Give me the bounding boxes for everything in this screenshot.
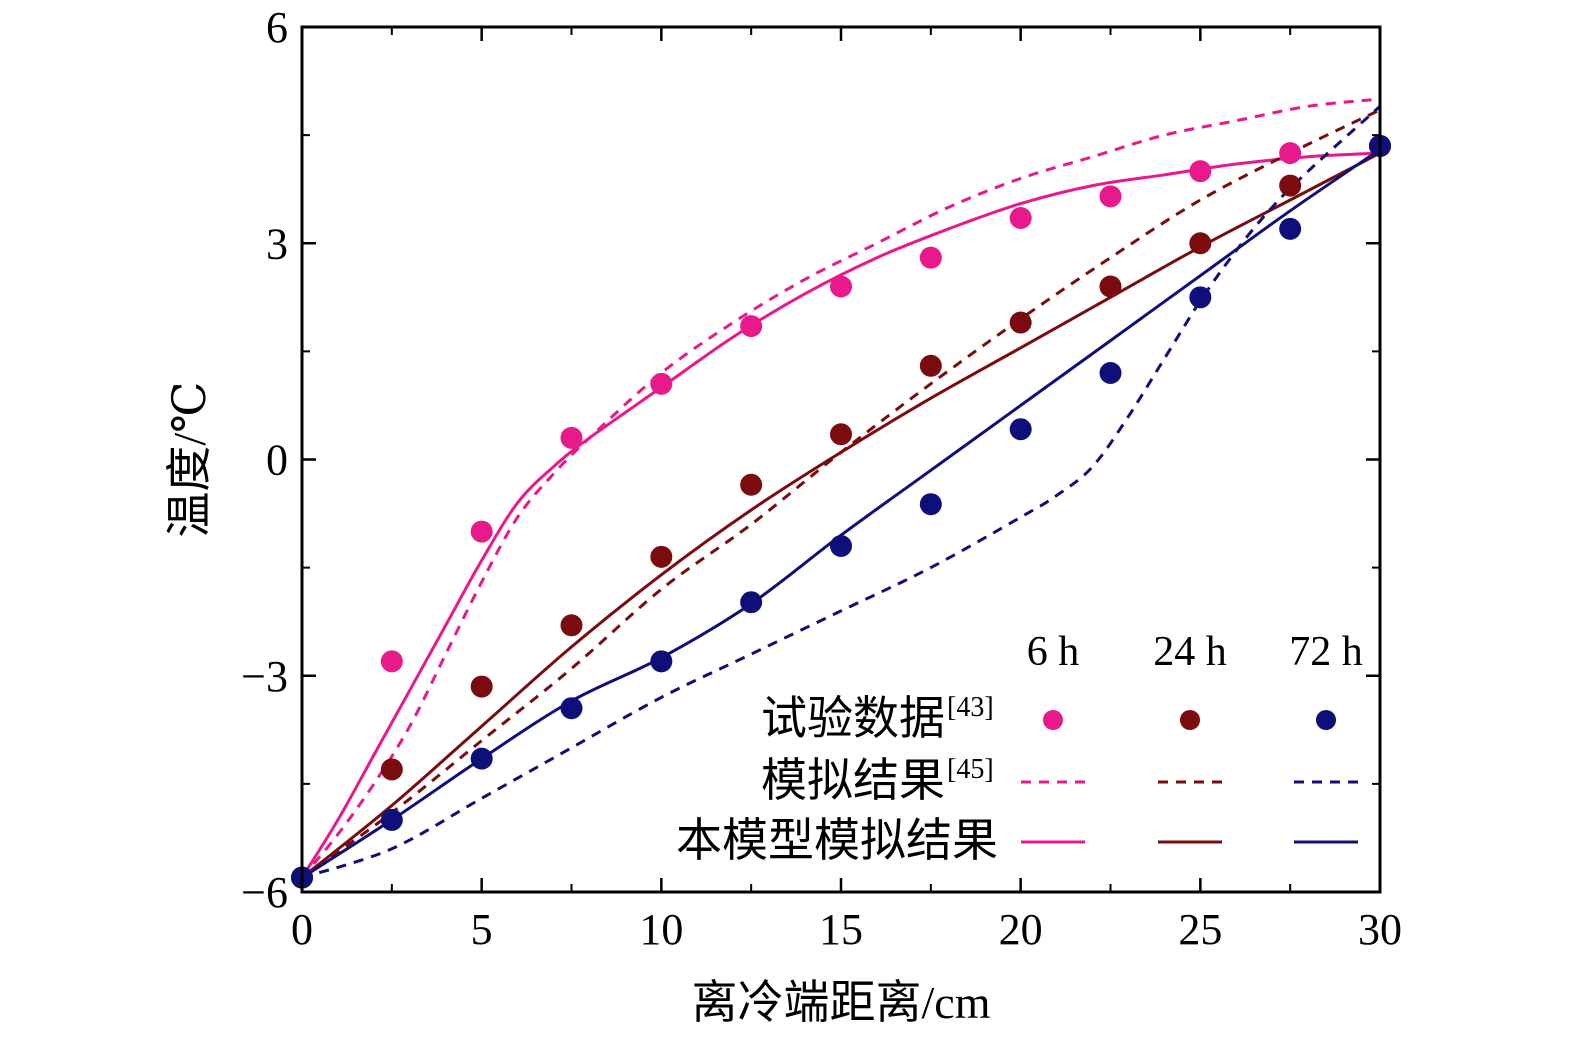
y-tick-label: −6: [241, 868, 288, 917]
data-point-6h-5: [740, 315, 763, 338]
data-point-72h-8: [1009, 418, 1032, 441]
data-point-6h-11: [1279, 142, 1302, 165]
data-point-72h-2: [470, 747, 493, 770]
x-tick-label: 30: [1358, 905, 1402, 954]
legend-row-label: 模拟结果: [761, 755, 945, 806]
data-point-72h-3: [560, 697, 583, 720]
x-tick-label: 20: [999, 905, 1043, 954]
legend-row-reference: [43]: [947, 692, 994, 723]
data-point-24h-6: [830, 423, 852, 446]
axis-tick-labels: 0 5 10 15 20 25 30 −6 −3 0 3 6: [241, 3, 1402, 954]
legend-column-header: 6 h: [1027, 629, 1080, 675]
data-point-6h-10: [1189, 160, 1212, 183]
data-point-6h-1: [380, 650, 403, 673]
data-point-72h-5: [740, 591, 763, 614]
y-tick-label: 3: [266, 219, 288, 268]
y-axis-title: 温度/℃: [164, 381, 215, 537]
data-point-6h-2: [470, 520, 493, 543]
series-line-sim-ref-6h: [300, 97, 1381, 879]
axis-ticks: [300, 25, 1382, 894]
x-tick-label: 5: [471, 905, 493, 954]
x-tick-label: 25: [1178, 905, 1222, 954]
data-point-24h-3: [560, 614, 583, 637]
y-tick-label: 0: [266, 436, 288, 485]
data-point-24h-5: [740, 473, 763, 496]
data-point-24h-4: [650, 545, 673, 568]
data-point-6h-7: [919, 246, 942, 269]
data-point-6h-6: [830, 275, 852, 298]
data-point-24h-1: [380, 758, 403, 781]
x-tick-label: 0: [291, 905, 313, 954]
legend-marker: [1043, 710, 1063, 730]
x-tick-label: 15: [819, 905, 863, 954]
series-line-this-model-6h: [300, 151, 1381, 879]
data-point-6h-9: [1099, 185, 1122, 208]
data-point-6h-3: [560, 426, 583, 449]
legend-row-reference: [45]: [947, 754, 994, 785]
data-point-72h-1: [380, 808, 403, 831]
legend-column-header: 24 h: [1153, 629, 1227, 675]
y-tick-label: 6: [266, 3, 288, 52]
data-point-72h-4: [650, 650, 673, 673]
legend: 6 h 24 h 72 h 试验数据 [43] 模拟结果 [45] 本模型模拟结果: [676, 629, 1363, 866]
legend-row-label: 试验数据: [761, 693, 945, 744]
data-point-24h-2: [470, 675, 493, 698]
data-point-24h-8: [1009, 311, 1032, 334]
data-point-72h-9: [1099, 362, 1122, 384]
data-point-6h-4: [650, 372, 673, 395]
legend-row-label: 本模型模拟结果: [676, 815, 998, 866]
data-point-72h-10: [1189, 286, 1212, 309]
data-point-24h-9: [1099, 275, 1122, 298]
y-tick-label: −3: [241, 652, 288, 701]
data-point-24h-11: [1279, 174, 1302, 197]
data-point-72h-6: [830, 535, 852, 557]
plot-markers: [291, 134, 1391, 889]
data-point-72h-7: [919, 493, 942, 516]
data-point-6h-8: [1009, 207, 1032, 230]
legend-marker: [1180, 710, 1200, 730]
data-point-24h-7: [919, 354, 942, 377]
x-axis-title: 离冷端距离/cm: [692, 977, 991, 1028]
data-point-24h-10: [1189, 232, 1212, 255]
legend-marker: [1316, 710, 1336, 730]
x-tick-label: 10: [639, 905, 683, 954]
legend-column-header: 72 h: [1289, 629, 1363, 675]
data-point-72h-11: [1279, 217, 1302, 240]
